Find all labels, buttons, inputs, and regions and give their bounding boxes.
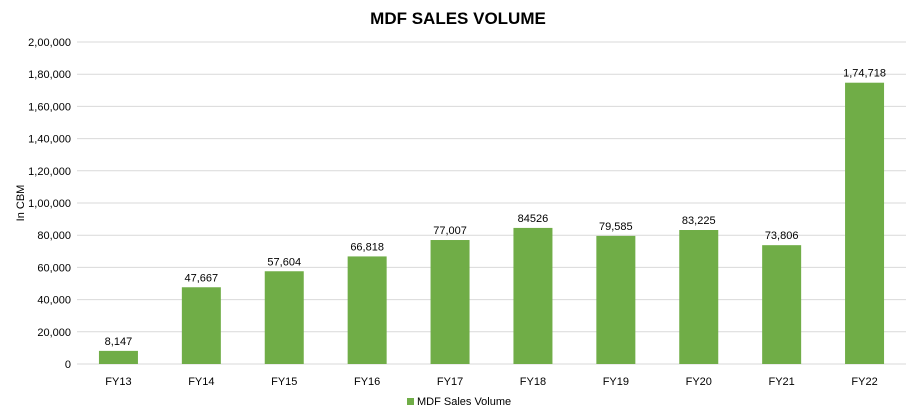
x-tick-label: FY17 [437,376,463,388]
x-tick-label: FY19 [603,376,629,388]
bar-fy16 [347,256,387,364]
data-label-fy13: 8,147 [105,336,133,348]
bar-fy19 [596,235,636,364]
y-tick-label: 20,000 [37,327,71,339]
x-tick-label: FY22 [851,376,877,388]
bar-fy17 [430,240,470,364]
y-axis-ticks: 0 20,000 40,000 60,000 80,000 1,00,000 1,20,00… [28,37,71,371]
y-tick-label: 80,000 [37,230,71,242]
data-label-fy15: 57,604 [267,256,301,268]
y-tick-label: 1,40,000 [28,134,71,146]
data-label-fy18: 84526 [518,213,549,225]
data-label-fy14: 47,667 [185,272,219,284]
data-labels: 8,147 47,667 57,604 66,818 77,007 84526 79,585… [105,68,886,348]
bar-fy22 [845,82,885,365]
y-tick-label: 1,60,000 [28,101,71,113]
y-tick-label: 1,80,000 [28,69,71,81]
legend-swatch [407,398,414,405]
x-tick-label: FY15 [271,376,297,388]
x-tick-label: FY14 [188,376,214,388]
data-label-fy19: 79,585 [599,221,633,233]
bar-fy20 [679,230,719,364]
x-tick-label: FY20 [686,376,712,388]
y-tick-label: 2,00,000 [28,37,71,49]
data-label-fy20: 83,225 [682,215,716,227]
bar-fy13 [98,350,138,364]
y-tick-label: 1,20,000 [28,166,71,178]
data-label-fy17: 77,007 [433,225,467,237]
legend: MDF Sales Volume [407,396,511,408]
y-tick-label: 1,00,000 [28,198,71,210]
bar-fy21 [762,245,802,364]
bar-fy14 [181,287,221,364]
x-axis-ticks: FY13 FY14 FY15 FY16 FY17 FY18 FY19 FY20 FY21 FY22 [105,376,877,388]
y-tick-label: 60,000 [37,262,71,274]
data-label-fy16: 66,818 [350,241,384,253]
bars [98,82,885,365]
legend-label: MDF Sales Volume [417,396,511,408]
data-label-fy22: 1,74,718 [843,68,886,80]
x-tick-label: FY13 [105,376,131,388]
x-tick-label: FY16 [354,376,380,388]
bar-fy18 [513,227,553,364]
bar-fy15 [264,271,304,364]
chart-title: MDF SALES VOLUME [370,9,546,28]
data-label-fy21: 73,806 [765,230,799,242]
x-tick-label: FY18 [520,376,546,388]
y-tick-label: 0 [65,359,71,371]
y-tick-label: 40,000 [37,295,71,307]
x-tick-label: FY21 [769,376,795,388]
y-axis-label: In CBM [15,185,27,222]
